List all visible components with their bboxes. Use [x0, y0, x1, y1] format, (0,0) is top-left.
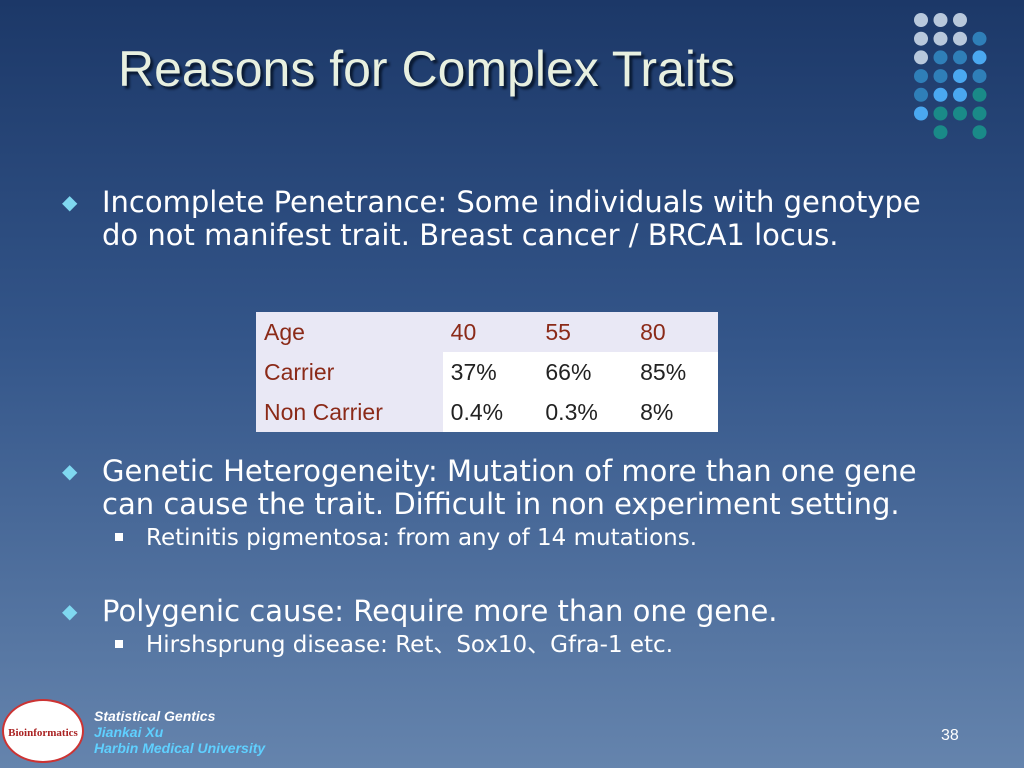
table-cell: Non Carrier	[256, 392, 443, 432]
dot	[933, 69, 948, 84]
sub-marker	[115, 533, 123, 541]
dot	[933, 13, 948, 27]
dot	[972, 31, 987, 46]
bullet-marker: ◆	[62, 599, 78, 623]
page-number: 38	[941, 727, 959, 744]
table-cell: 85%	[640, 358, 687, 385]
dot	[933, 125, 948, 140]
bullet-text: Polygenic cause: Require more than one g…	[102, 594, 778, 628]
dot	[953, 106, 967, 121]
table-cell: 55	[537, 312, 633, 352]
sub-bullet-text: Hirshsprung disease: Ret、Sox10、Gfra-1 et…	[146, 632, 674, 658]
dot	[914, 31, 928, 46]
table-cell: Carrier	[256, 352, 443, 392]
table-cell: 80	[632, 312, 718, 352]
bullet-text: Incomplete Penetrance: Some individuals …	[102, 185, 921, 252]
dot	[972, 69, 987, 84]
dot	[914, 69, 928, 84]
dot	[972, 87, 987, 102]
sub-bullet: Retinitis pigmentosa: from any of 14 mut…	[115, 523, 942, 553]
table-cell: 0.4%	[450, 398, 504, 425]
table-cell: 0.3%	[545, 398, 598, 425]
table-row: Non Carrier 0.4% 0.3% 8%	[256, 392, 718, 432]
table-cell: Age	[256, 312, 443, 352]
table-cell: 66%	[545, 358, 592, 385]
dot	[933, 87, 948, 102]
dot	[972, 106, 987, 121]
dot	[914, 50, 928, 65]
footer-course: Statistical Gentics	[94, 708, 216, 724]
logo: Bioinformatics	[2, 699, 84, 763]
dot	[953, 69, 967, 84]
bullet: ◆ Polygenic cause: Require more than one…	[62, 595, 942, 660]
table-row: Carrier 37% 66% 85%	[256, 352, 718, 392]
dot	[933, 106, 948, 121]
sub-bullet: Hirshsprung disease: Ret、Sox10、Gfra-1 et…	[115, 630, 942, 660]
dot	[953, 50, 967, 65]
bullet: ◆ Genetic Heterogeneity: Mutation of mor…	[62, 455, 942, 553]
footer: Statistical Gentics Jiankai Xu Harbin Me…	[94, 708, 265, 756]
dot	[914, 13, 928, 27]
sub-marker	[115, 640, 123, 648]
table-cell: 8%	[640, 398, 674, 425]
dot	[914, 87, 928, 102]
dot	[953, 31, 967, 46]
slide-title: Reasons for Complex Traits	[118, 41, 735, 97]
table-cell: 37%	[450, 358, 497, 385]
dot-decoration	[914, 13, 987, 140]
footer-author: Jiankai Xu	[94, 724, 164, 740]
sub-bullet-text: Retinitis pigmentosa: from any of 14 mut…	[146, 525, 698, 551]
bullet-marker: ◆	[62, 459, 78, 483]
dot	[914, 106, 928, 121]
bullet: ◆ Incomplete Penetrance: Some individual…	[62, 186, 942, 252]
penetrance-table: Age 40 55 80 Carrier 37% 66% 85% Non Car…	[256, 312, 718, 432]
dot	[933, 50, 948, 65]
dot	[972, 50, 987, 65]
footer-institution: Harbin Medical University	[94, 740, 266, 756]
table-cell: 40	[442, 312, 538, 352]
dot	[953, 87, 967, 102]
bullet-text: Genetic Heterogeneity: Mutation of more …	[102, 454, 917, 521]
dot	[933, 31, 948, 46]
dot	[972, 125, 987, 140]
table-row: Age 40 55 80	[256, 312, 718, 352]
bullet-marker: ◆	[62, 190, 78, 214]
dot	[953, 13, 967, 27]
